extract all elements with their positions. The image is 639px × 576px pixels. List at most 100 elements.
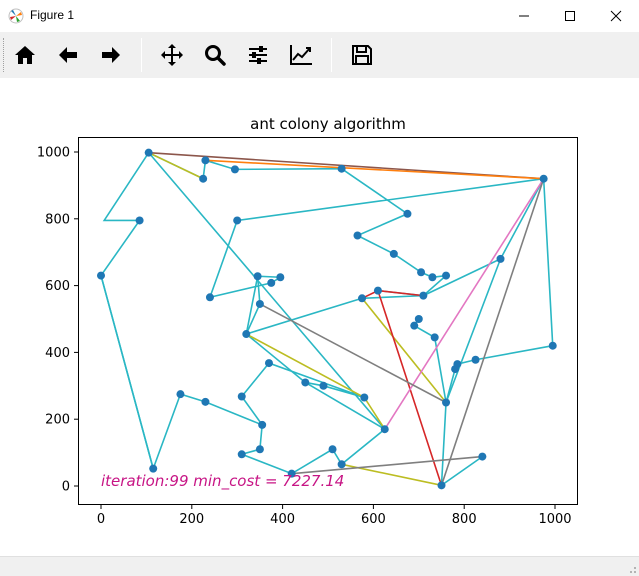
minimize-button[interactable] xyxy=(501,0,547,32)
route-line xyxy=(100,275,154,469)
route-line xyxy=(384,178,545,430)
city-point xyxy=(451,365,460,374)
city-point xyxy=(97,271,105,280)
chart-title: ant colony algorithm xyxy=(250,115,406,133)
city-point xyxy=(419,291,428,300)
city-point xyxy=(242,330,251,339)
y-tick-label: 600 xyxy=(45,279,70,294)
axes-frame xyxy=(78,137,578,505)
city-point xyxy=(319,381,328,390)
route-line xyxy=(205,159,544,180)
city-point xyxy=(255,299,264,308)
city-point xyxy=(205,293,214,302)
x-tick-label: 800 xyxy=(452,512,477,527)
figure-canvas[interactable]: ant colony algorithm 0 200 400 600 800 1000 0 2… xyxy=(0,78,639,556)
right-arrow-icon xyxy=(102,47,120,63)
city-point xyxy=(389,249,398,258)
x-tick-label: 400 xyxy=(270,512,295,527)
y-tick-label: 1000 xyxy=(37,146,70,161)
city-point xyxy=(237,392,246,401)
maximize-icon xyxy=(565,11,575,21)
city-point xyxy=(337,460,346,469)
route-line xyxy=(148,151,204,180)
city-point xyxy=(442,398,451,407)
iteration-annotation: iteration:99 min_cost = 7227.14 xyxy=(101,472,344,491)
maximize-button[interactable] xyxy=(547,0,593,32)
y-tick-label: 400 xyxy=(45,346,70,361)
home-button[interactable] xyxy=(7,37,43,73)
window-titlebar: Figure 1 xyxy=(0,0,639,32)
city-point xyxy=(287,469,296,478)
city-point xyxy=(337,164,346,173)
y-tick-label: 800 xyxy=(45,212,70,227)
city-point xyxy=(414,315,423,323)
plot-area[interactable]: ant colony algorithm 0 200 400 600 800 1000 0 2… xyxy=(0,78,639,556)
save-button[interactable] xyxy=(344,37,380,73)
configure-subplots-button[interactable] xyxy=(240,37,276,73)
close-icon xyxy=(610,10,622,22)
window-title: Figure 1 xyxy=(30,8,75,22)
line-chart-icon xyxy=(290,45,312,65)
city-point xyxy=(135,216,144,225)
city-point xyxy=(264,359,273,368)
close-button[interactable] xyxy=(593,0,639,32)
city-point xyxy=(548,341,557,350)
status-bar xyxy=(0,556,639,576)
city-point xyxy=(276,273,285,282)
toolbar-grip[interactable] xyxy=(3,38,5,72)
left-arrow-icon xyxy=(59,47,77,63)
city-point xyxy=(201,397,210,406)
city-point xyxy=(230,165,239,174)
city-point xyxy=(328,445,337,454)
y-tick-label: 0 xyxy=(62,480,70,495)
city-point xyxy=(353,231,362,240)
resize-grip-icon[interactable] xyxy=(625,562,637,574)
toolbar-separator xyxy=(141,38,142,72)
city-point xyxy=(233,216,242,225)
move-icon xyxy=(161,44,183,66)
zoom-button[interactable] xyxy=(197,37,233,73)
magnifier-icon xyxy=(205,45,226,66)
city-point xyxy=(176,390,185,399)
city-point xyxy=(380,425,389,434)
city-point xyxy=(258,420,267,429)
city-point xyxy=(360,393,369,402)
back-button[interactable] xyxy=(50,37,86,73)
route-line xyxy=(440,178,545,486)
city-point xyxy=(428,273,437,282)
minimize-icon xyxy=(519,15,529,17)
city-point xyxy=(430,333,439,342)
floppy-disk-icon xyxy=(352,45,372,65)
navigation-toolbar xyxy=(0,32,639,78)
x-tick-label: 0 xyxy=(97,512,105,527)
city-point xyxy=(410,321,419,330)
pan-button[interactable] xyxy=(154,37,190,73)
city-point xyxy=(373,286,382,295)
x-tick-label: 600 xyxy=(361,512,386,527)
city-point xyxy=(267,278,276,287)
route-line xyxy=(413,258,502,406)
sliders-icon xyxy=(249,46,267,64)
route-line xyxy=(245,333,306,384)
x-tick-label: 200 xyxy=(179,512,204,527)
city-point xyxy=(478,452,487,461)
city-point xyxy=(144,148,153,157)
city-point xyxy=(199,174,208,183)
route-line xyxy=(148,151,449,430)
city-point xyxy=(437,481,446,490)
edit-axis-button[interactable] xyxy=(283,37,319,73)
city-point xyxy=(201,156,210,165)
city-point xyxy=(539,174,548,183)
forward-button[interactable] xyxy=(93,37,129,73)
matplotlib-figure-icon xyxy=(8,8,24,24)
city-point xyxy=(496,254,505,263)
city-point xyxy=(301,378,310,387)
route-line xyxy=(361,297,447,404)
route-line xyxy=(361,289,443,486)
x-tick-label: 1000 xyxy=(538,512,571,527)
city-point xyxy=(255,445,264,454)
city-point xyxy=(471,355,480,364)
home-icon xyxy=(15,46,35,64)
city-point xyxy=(358,294,367,303)
city-point xyxy=(253,272,262,281)
